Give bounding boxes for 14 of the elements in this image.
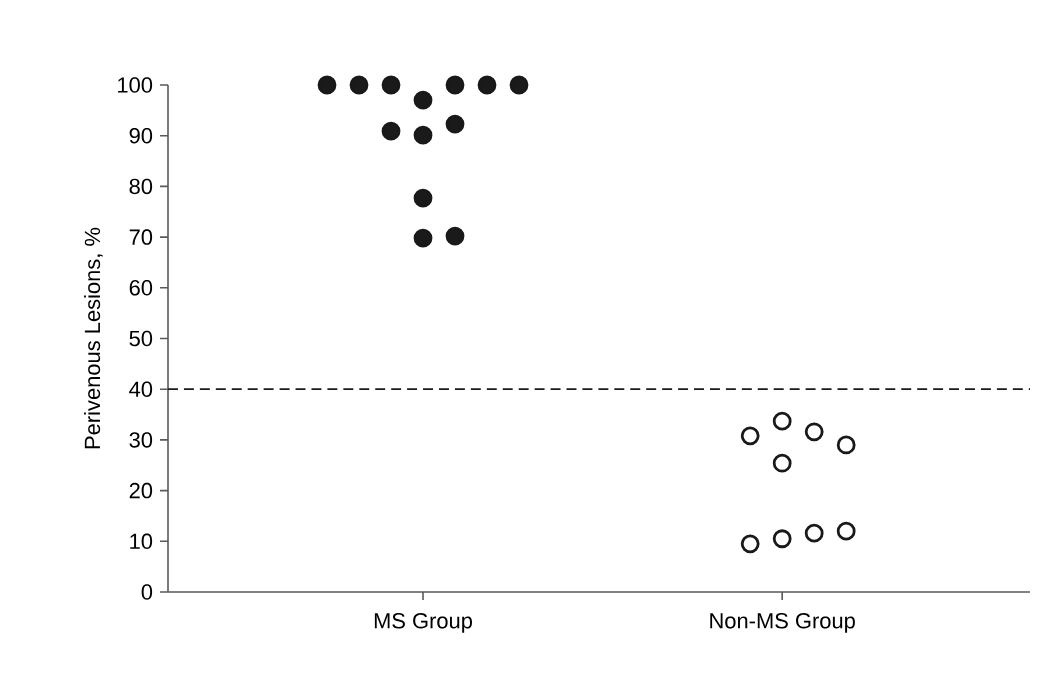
x-tick-label: Non-MS Group [710, 613, 855, 633]
y-tick-label: 80 [129, 178, 153, 195]
y-tick-label: 70 [129, 229, 153, 245]
y-tick-label: 60 [129, 280, 153, 296]
y-tick-label: 50 [129, 330, 153, 347]
y-tick-label: 0 [141, 584, 153, 600]
y-tick-label: 100 [118, 77, 153, 93]
x-tick-label: MS Group [374, 613, 472, 633]
y-tick-label: 10 [130, 533, 153, 550]
y-tick-label: 20 [129, 482, 153, 499]
y-tick-label: 90 [129, 127, 153, 144]
y-axis-title: Perivenous Lesions, % [84, 227, 103, 449]
y-tick-label: 30 [129, 432, 153, 448]
y-tick-label: 40 [129, 381, 153, 397]
